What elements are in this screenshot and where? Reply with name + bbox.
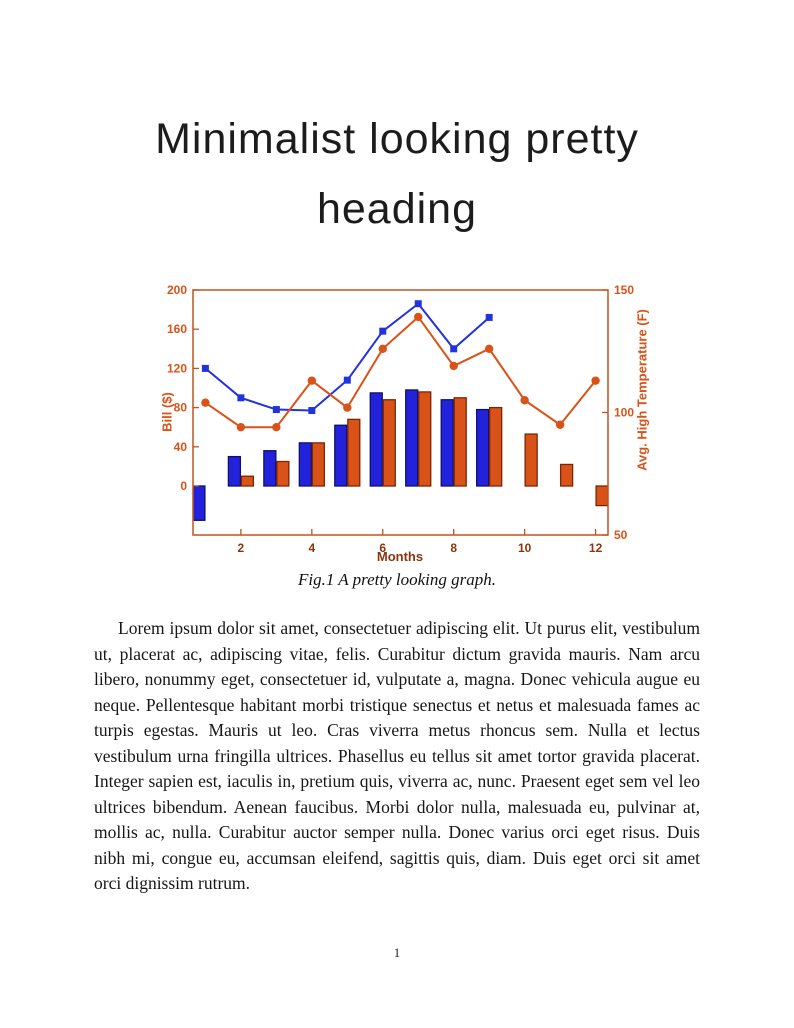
svg-text:100: 100: [614, 406, 634, 420]
svg-text:10: 10: [518, 541, 532, 555]
figure-caption: Fig.1 A pretty looking graph.: [297, 570, 496, 589]
svg-text:50: 50: [614, 528, 628, 542]
svg-text:4: 4: [308, 541, 315, 555]
temp-orange-line: [201, 312, 600, 432]
svg-text:8: 8: [450, 541, 457, 555]
svg-text:160: 160: [167, 322, 187, 336]
svg-text:12: 12: [589, 541, 603, 555]
bars-layer: [193, 389, 608, 521]
svg-text:120: 120: [167, 361, 187, 375]
svg-text:0: 0: [180, 479, 187, 493]
page-number: 1: [393, 945, 401, 960]
svg-text:150: 150: [614, 283, 634, 297]
bill-blue-line: [201, 300, 493, 415]
svg-text:6: 6: [379, 541, 386, 555]
right-axis-label: Avg. High Temperature (F): [634, 309, 650, 471]
x-axis-label: Months: [376, 549, 424, 564]
svg-text:200: 200: [167, 283, 187, 297]
svg-text:80: 80: [174, 401, 188, 415]
bill-orange-bars: [240, 391, 608, 507]
bill-blue-bars: [193, 389, 490, 521]
left-axis-label: Bill ($): [159, 392, 175, 432]
page-title: Minimalist looking pretty heading: [155, 115, 639, 233]
chart: 0 40 80 120 160 200 50 100 150 2 4 6 8 10 12: [167, 283, 634, 555]
plot-frame: [192, 289, 609, 536]
body-paragraph: Lorem ipsum dolor sit amet, consectetuer…: [94, 618, 700, 893]
svg-text:40: 40: [174, 440, 188, 454]
svg-text:2: 2: [238, 541, 245, 555]
axis-ticks: 0 40 80 120 160 200 50 100 150 2 4 6 8 10 12: [167, 283, 634, 555]
